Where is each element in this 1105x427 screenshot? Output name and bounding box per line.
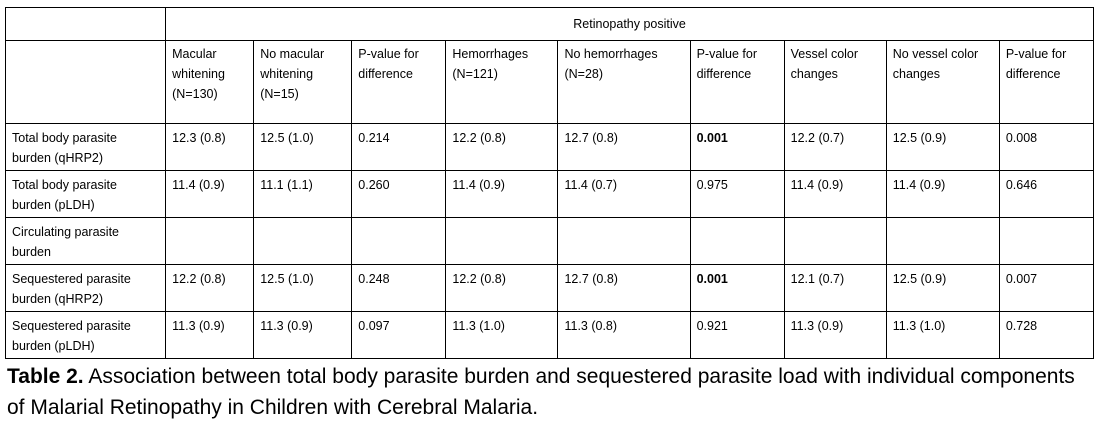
table-cell: 11.1 (1.1) [253, 170, 353, 218]
table-cell: 11.4 (0.9) [885, 170, 1000, 218]
table-cell: 0.008 [998, 123, 1095, 171]
row-label: Total body parasite burden (pLDH) [4, 170, 167, 218]
column-header: P-value for difference [998, 40, 1095, 124]
table-cell: 11.3 (0.9) [165, 311, 255, 359]
column-header: No hemorrhages (N=28) [557, 40, 691, 124]
table-cell: 0.728 [998, 311, 1095, 359]
table-cell: 0.921 [689, 311, 785, 359]
table-cell: 11.4 (0.9) [165, 170, 255, 218]
table-row: Sequestered parasite burden (qHRP2) 12.2… [4, 264, 1095, 312]
row-label: Sequestered parasite burden (qHRP2) [4, 264, 167, 312]
table-cell [783, 217, 887, 265]
table-cell: 12.2 (0.8) [165, 264, 255, 312]
table-cell [253, 217, 353, 265]
table-cell: 12.7 (0.8) [557, 123, 691, 171]
table-cell: 0.248 [351, 264, 447, 312]
table-cell: 11.3 (1.0) [445, 311, 559, 359]
table-cell: 11.3 (0.9) [783, 311, 887, 359]
table-cell [557, 217, 691, 265]
table-cell: 12.1 (0.7) [783, 264, 887, 312]
table-cell-significant: 0.001 [689, 264, 785, 312]
table-cell: 11.4 (0.7) [557, 170, 691, 218]
row-label: Circulating parasite burden [4, 217, 167, 265]
table-cell: 12.5 (0.9) [885, 264, 1000, 312]
table-cell: 12.5 (1.0) [253, 123, 353, 171]
caption-label: Table 2. [7, 365, 84, 388]
results-table: Retinopathy positive Macular whitening (… [4, 7, 1095, 359]
column-header: Vessel color changes [783, 40, 887, 124]
column-header: Macular whitening (N=130) [165, 40, 255, 124]
corner-cell [4, 7, 167, 41]
table-cell: 0.260 [351, 170, 447, 218]
column-header: No vessel color changes [885, 40, 1000, 124]
column-header: Hemorrhages (N=121) [445, 40, 559, 124]
table-cell [885, 217, 1000, 265]
column-header: P-value for difference [689, 40, 785, 124]
table-row: Total body parasite burden (qHRP2) 12.3 … [4, 123, 1095, 171]
table-cell: 12.7 (0.8) [557, 264, 691, 312]
column-header: No macular whitening (N=15) [253, 40, 353, 124]
table-cell: 12.2 (0.7) [783, 123, 887, 171]
table-cell: 0.646 [998, 170, 1095, 218]
table-cell: 12.5 (1.0) [253, 264, 353, 312]
table-cell: 12.5 (0.9) [885, 123, 1000, 171]
table-cell [351, 217, 447, 265]
table-cell: 12.2 (0.8) [445, 123, 559, 171]
row-label-header-cell [4, 40, 167, 124]
table-cell [998, 217, 1095, 265]
row-label: Sequestered parasite burden (pLDH) [4, 311, 167, 359]
table-cell [165, 217, 255, 265]
table-cell: 0.214 [351, 123, 447, 171]
table-row: Circulating parasite burden [4, 217, 1095, 265]
table-row: Sequestered parasite burden (pLDH) 11.3 … [4, 311, 1095, 359]
table-cell: 12.3 (0.8) [165, 123, 255, 171]
table-cell-significant: 0.001 [689, 123, 785, 171]
table-cell: 11.3 (1.0) [885, 311, 1000, 359]
table-cell: 0.097 [351, 311, 447, 359]
table-cell: 11.4 (0.9) [445, 170, 559, 218]
table-cell: 11.4 (0.9) [783, 170, 887, 218]
column-header-row: Macular whitening (N=130) No macular whi… [4, 40, 1095, 124]
row-label: Total body parasite burden (qHRP2) [4, 123, 167, 171]
table-cell: 0.007 [998, 264, 1095, 312]
caption-text: Association between total body parasite … [7, 365, 1075, 419]
table-cell: 0.975 [689, 170, 785, 218]
table-row: Total body parasite burden (pLDH) 11.4 (… [4, 170, 1095, 218]
group-header-cell: Retinopathy positive [165, 7, 1094, 41]
table-cell: 11.3 (0.9) [253, 311, 353, 359]
table-caption: Table 2. Association between total body … [7, 361, 1097, 423]
table-cell [689, 217, 785, 265]
table-cell [445, 217, 559, 265]
table-cell: 12.2 (0.8) [445, 264, 559, 312]
group-header-row: Retinopathy positive [4, 7, 1094, 41]
column-header: P-value for difference [351, 40, 447, 124]
table-cell: 11.3 (0.8) [557, 311, 691, 359]
